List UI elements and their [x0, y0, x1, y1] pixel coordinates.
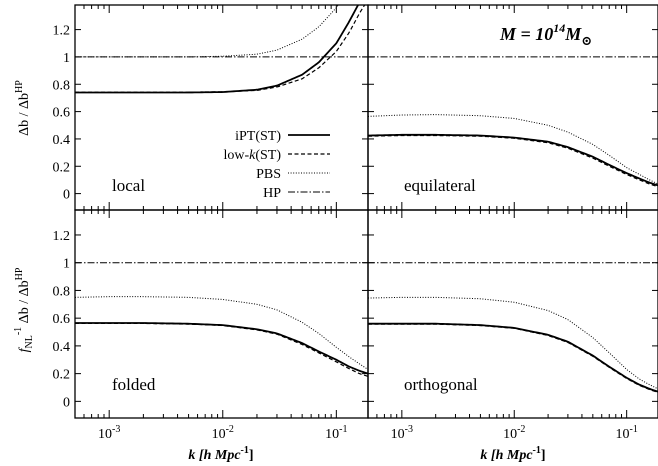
x-tick-label-base: 10 [98, 427, 112, 442]
series-pbs-folded [75, 296, 368, 370]
y-tick-label: 1.2 [53, 229, 71, 244]
x-tick-label-exp: -2 [517, 424, 525, 435]
axis-ticks: 00.20.40.60.811.200.20.40.60.811.210-3 10… [53, 5, 658, 442]
x-tick-label: 10-3 [98, 424, 120, 442]
x-axis-label-left-text: k [h Mpc [188, 448, 241, 463]
x-tick-label: 10-2 [503, 424, 525, 442]
series-ipt-st--folded [75, 322, 368, 375]
x-axis-label-right-text: k [h Mpc [480, 448, 533, 463]
x-tick-label-base: 10 [391, 427, 405, 442]
y-axis-label-top-sup: HP [14, 80, 25, 93]
legend-label-pbs: PBS [256, 167, 281, 182]
legend-label-lowk-pre: low- [223, 148, 249, 163]
y-tick-label: 0.2 [53, 368, 71, 383]
panel-label-orthogonal: orthogonal [404, 375, 478, 394]
series-pbs-local [75, 5, 339, 58]
series-ipt-st--orthogonal [368, 322, 658, 393]
series-ipt-st--equilateral [368, 133, 658, 187]
x-axis-label-left-sup: -1 [241, 445, 249, 456]
y-tick-label: 0.8 [53, 78, 71, 93]
panel-label-equilateral: equilateral [404, 176, 476, 195]
x-tick-label-exp: -3 [112, 424, 120, 435]
y-tick-label: 0.4 [53, 133, 71, 148]
x-tick-label-base: 10 [615, 427, 629, 442]
series-low-k-st--folded [75, 322, 368, 377]
y-tick-label: 0.8 [53, 284, 71, 299]
legend-label-hp: HP [263, 186, 281, 201]
x-tick-label-base: 10 [325, 427, 339, 442]
legend-label-lowk: low-k(ST) [223, 148, 281, 163]
y-tick-label: 0.6 [53, 106, 71, 121]
y-axis-label-top-main: Δb / Δb [17, 93, 32, 136]
legend-label-lowk-post: (ST) [255, 148, 281, 163]
x-axis-label-right-sup: -1 [533, 445, 541, 456]
y-axis-label-bottom-pre: f [17, 346, 32, 352]
legend-label-ipt: iPT(ST) [235, 129, 281, 144]
series-pbs-equilateral [368, 114, 658, 185]
mass-annotation-tail: M [564, 24, 582, 44]
panel-label-local: local [112, 176, 145, 195]
y-axis-label-bottom-sub: NL [24, 335, 35, 348]
mass-annotation-exp: 14 [553, 21, 565, 35]
y-tick-label: 0.6 [53, 312, 71, 327]
x-tick-label-base: 10 [503, 427, 517, 442]
x-axis-label-left: k [h Mpc-1] [188, 445, 253, 463]
x-tick-label-exp: -2 [226, 424, 234, 435]
x-tick-label: 10-3 [391, 424, 413, 442]
y-tick-label: 1 [63, 51, 70, 66]
y-tick-label: 1.2 [53, 24, 71, 39]
y-axis-label-bottom-sup2: HP [14, 267, 25, 280]
legend: iPT(ST) low-k(ST) PBS HP [223, 129, 330, 201]
y-axis-label-bottom-sup: -1 [13, 327, 24, 335]
y-tick-label: 0 [63, 188, 70, 203]
y-axis-label-top: Δb / ΔbHP [14, 80, 32, 136]
x-tick-label-exp: -1 [339, 424, 347, 435]
y-axis-label-bottom: fNL-1 Δb / ΔbHP [13, 267, 35, 352]
y-axis-label-bottom-main: Δb / Δb [17, 280, 32, 326]
panel-frame-orthogonal [367, 209, 658, 419]
x-tick-label: 10-1 [325, 424, 347, 442]
y-tick-label: 1 [63, 257, 70, 272]
series-low-k-st--local [75, 5, 366, 93]
x-tick-label-exp: -1 [629, 424, 637, 435]
mass-annotation-base: M = 10 [499, 24, 553, 44]
legend-label-lowk-k: k [249, 148, 256, 163]
mass-annotation: M = 1014M⊙ [499, 21, 592, 48]
panel-label-folded: folded [112, 375, 156, 394]
series-ipt-st--local [75, 5, 360, 94]
mass-annotation-sub: ⊙ [581, 33, 592, 48]
x-tick-label-base: 10 [212, 427, 226, 442]
y-tick-label: 0.2 [53, 160, 71, 175]
x-tick-label-exp: -3 [405, 424, 413, 435]
x-axis-label-right: k [h Mpc-1] [480, 445, 545, 463]
curves [75, 5, 658, 393]
y-tick-label: 0.4 [53, 340, 71, 355]
panel-frames [74, 4, 658, 419]
x-axis-label-left-close: ] [249, 448, 254, 463]
y-tick-label: 0 [63, 395, 70, 410]
x-tick-label: 10-1 [615, 424, 637, 442]
x-tick-label: 10-2 [212, 424, 234, 442]
x-axis-label-right-close: ] [541, 448, 546, 463]
